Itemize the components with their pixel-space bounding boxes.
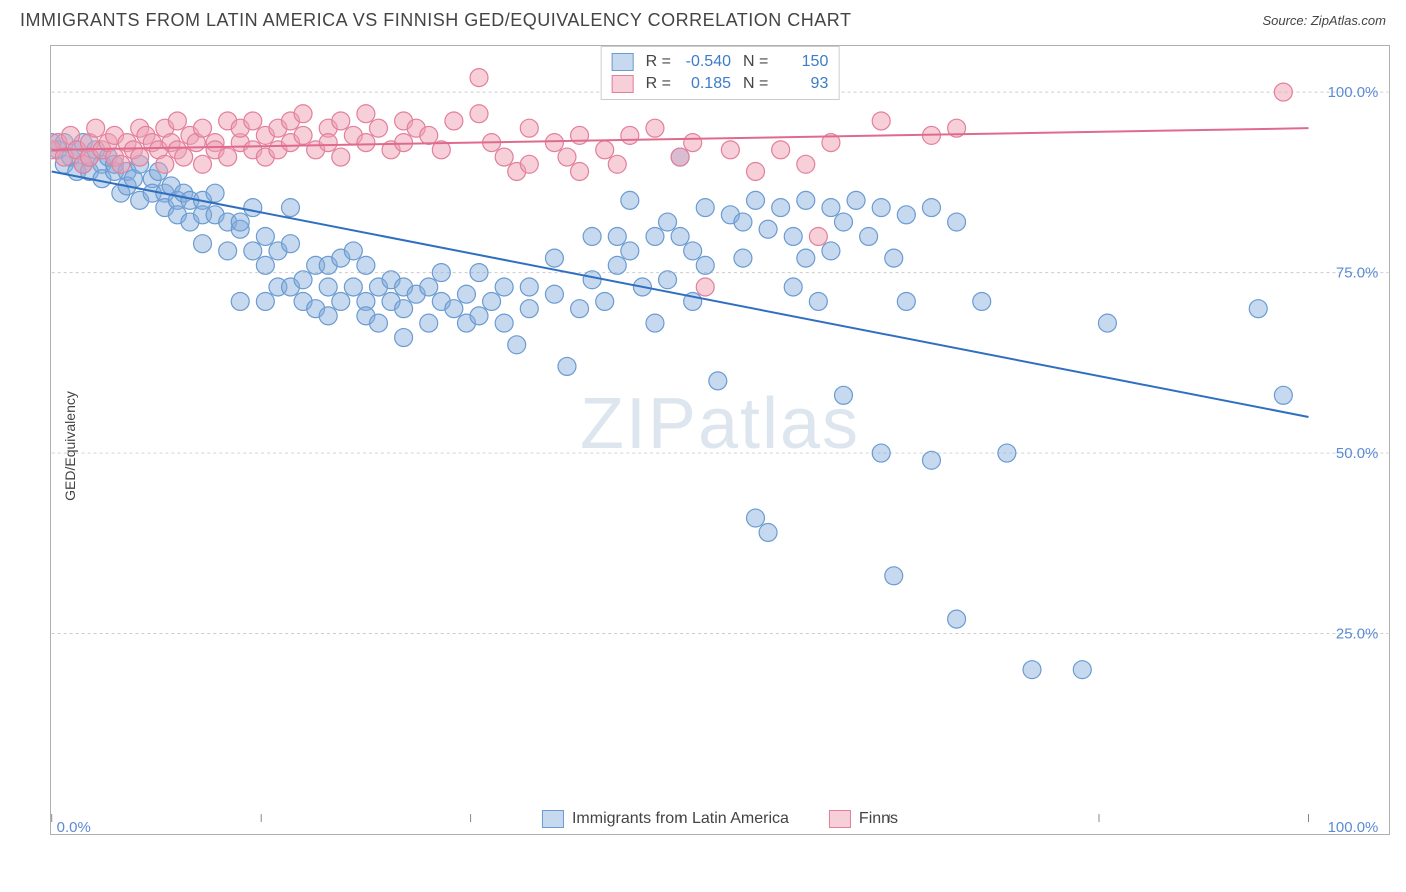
r-value: 0.185 — [679, 75, 731, 93]
r-value: -0.540 — [679, 53, 731, 71]
svg-text:50.0%: 50.0% — [1336, 445, 1378, 462]
bottom-legend-item: Finns — [829, 810, 898, 828]
legend-swatch — [542, 810, 564, 828]
bottom-legend-item: Immigrants from Latin America — [542, 810, 789, 828]
svg-text:75.0%: 75.0% — [1336, 265, 1378, 282]
series-name: Immigrants from Latin America — [572, 810, 789, 828]
svg-text:0.0%: 0.0% — [57, 819, 91, 834]
n-value: 150 — [776, 53, 828, 71]
series-legend: Immigrants from Latin America Finns — [542, 810, 898, 828]
legend-swatch — [612, 75, 634, 93]
legend-row: R = -0.540 N = 150 — [612, 51, 829, 73]
svg-text:25.0%: 25.0% — [1336, 626, 1378, 643]
svg-text:100.0%: 100.0% — [1328, 819, 1379, 834]
n-label: N = — [743, 53, 768, 71]
chart-title: IMMIGRANTS FROM LATIN AMERICA VS FINNISH… — [20, 10, 851, 31]
r-label: R = — [646, 75, 671, 93]
r-label: R = — [646, 53, 671, 71]
svg-text:100.0%: 100.0% — [1328, 84, 1379, 101]
legend-swatch — [829, 810, 851, 828]
legend-row: R = 0.185 N = 93 — [612, 73, 829, 95]
chart-plot-area: 25.0%50.0%75.0%100.0%0.0%100.0% ZIPatlas… — [50, 45, 1390, 835]
legend-swatch — [612, 53, 634, 71]
correlation-legend: R = -0.540 N = 150 R = 0.185 N = 93 — [601, 46, 840, 100]
n-value: 93 — [776, 75, 828, 93]
chart-svg: 25.0% 50.0% 75.0% 100.0% 0.0% 100.0% — [51, 46, 1389, 834]
n-label: N = — [743, 75, 768, 93]
series-name: Finns — [859, 810, 898, 828]
source-attribution: Source: ZipAtlas.com — [1262, 13, 1386, 28]
